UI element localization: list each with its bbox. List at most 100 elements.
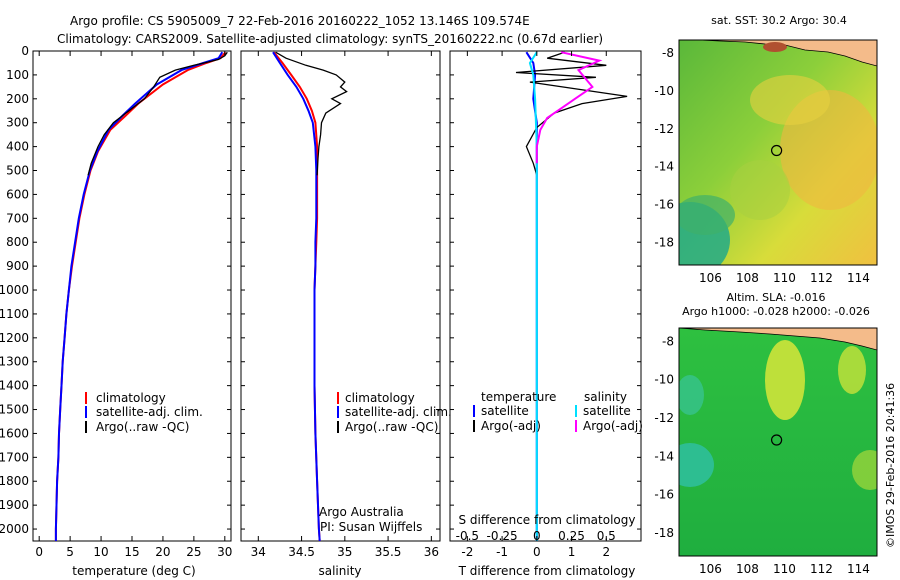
x-tick-label: 0 [35, 545, 43, 559]
salinity-series-1 [272, 51, 321, 541]
y-tick-label: 1600 [0, 426, 29, 440]
land-highlands [763, 42, 787, 52]
y-tick-label: 1300 [0, 355, 29, 369]
s-difference-xlabel: S difference from climatology [459, 513, 636, 527]
temperature-series-2 [87, 51, 228, 176]
temperature-series-1 [54, 51, 224, 541]
pi-label: PI: Susan Wijffels [320, 520, 422, 534]
map-y-tick-label: -16 [654, 488, 674, 502]
legend-label-climatology: climatology [345, 391, 415, 405]
x-tick-label: 1 [568, 545, 576, 559]
map-x-tick-label: 106 [699, 271, 722, 285]
sla-map-field [679, 328, 877, 556]
map-x-tick-label: 112 [810, 271, 833, 285]
legend-label-climatology: climatology [96, 391, 166, 405]
legend-label-t-argo: Argo(-adj) [481, 419, 541, 433]
map-x-tick-label: 106 [699, 562, 722, 576]
map-y-tick-label: -14 [654, 449, 674, 463]
y-tick-label: 1500 [0, 403, 29, 417]
sst-map-title: sat. SST: 30.2 Argo: 30.4 [711, 14, 847, 27]
map-y-tick-label: -12 [654, 122, 674, 136]
x-tick-label: 30 [217, 545, 232, 559]
map-y-tick-label: -18 [654, 526, 674, 540]
legend-header-temperature: temperature [481, 390, 556, 404]
difference-legend: temperature salinity satellite Argo(-adj… [473, 390, 643, 433]
legend-label-satellite: satellite-adj. clim. [345, 405, 452, 419]
y-tick-label: 500 [6, 164, 29, 178]
y-tick-label: 300 [6, 116, 29, 130]
map-y-tick-label: -14 [654, 160, 674, 174]
y-tick-label: 1000 [0, 283, 29, 297]
differences-series-3 [535, 51, 603, 164]
y-tick-label: 1900 [0, 498, 29, 512]
legend-header-salinity: salinity [584, 390, 627, 404]
y-tick-label: 800 [6, 235, 29, 249]
legend-label-argo: Argo(..raw -QC) [96, 420, 189, 434]
t-difference-xlabel: T difference from climatology [458, 564, 636, 578]
x-tick-label: 5 [66, 545, 74, 559]
y-tick-label: 600 [6, 187, 29, 201]
land-java [679, 328, 877, 351]
x-tick-label: 0 [533, 545, 541, 559]
map-y-tick-label: -8 [662, 46, 674, 60]
map-x-tick-label: 108 [736, 562, 759, 576]
map-y-tick-label: -10 [654, 373, 674, 387]
y-tick-label: 1700 [0, 450, 29, 464]
x-tick-label: 34 [251, 545, 266, 559]
salinity-axes [240, 50, 441, 542]
map-y-tick-label: -8 [662, 334, 674, 348]
map-x-tick-label: 110 [773, 562, 796, 576]
x-tick-label: 35.5 [375, 545, 402, 559]
map-y-tick-label: -18 [654, 235, 674, 249]
legend-label-argo: Argo(..raw -QC) [345, 420, 438, 434]
sla-low-patch [679, 443, 714, 487]
y-tick-label: 1400 [0, 379, 29, 393]
x-tick-label: 10 [93, 545, 108, 559]
salinity-legend: climatology satellite-adj. clim. Argo(..… [337, 391, 452, 434]
x-tick-label: 20 [155, 545, 170, 559]
y-tick-label: 200 [6, 92, 29, 106]
argo-location-marker [770, 434, 783, 446]
x2-tick-label: 0.25 [558, 529, 585, 543]
figure-title-line1: Argo profile: CS 5905009_7 22-Feb-2016 2… [70, 14, 530, 28]
x2-tick-label: -0.5 [456, 529, 479, 543]
y-tick-label: 1800 [0, 474, 29, 488]
x-tick-label: 15 [124, 545, 139, 559]
map-y-tick-label: -16 [654, 197, 674, 211]
differences-series-1 [515, 51, 628, 176]
sla-map-subtitle: Argo h1000: -0.028 h2000: -0.026 [682, 305, 870, 318]
salinity-series [272, 51, 348, 541]
difference-series [515, 51, 628, 541]
differences-series-2 [528, 51, 538, 541]
sst-map-frame [678, 39, 878, 266]
legend-label-s-argo: Argo(-adj) [583, 419, 643, 433]
y-tick-label: 1100 [0, 307, 29, 321]
institution-label: Argo Australia [319, 505, 404, 519]
y-tick-label: 400 [6, 140, 29, 154]
y-tick-label: 2000 [0, 522, 29, 536]
x2-tick-label: -0.25 [487, 529, 518, 543]
temperature-axes [32, 50, 232, 542]
sst-warm-patch [750, 75, 830, 125]
x2-tick-label: 0 [533, 529, 541, 543]
sla-map-frame [678, 327, 878, 557]
sla-high-patch [765, 340, 805, 420]
land-java [679, 40, 877, 67]
x-tick-label: 34.5 [288, 545, 315, 559]
salinity-xlabel: salinity [318, 564, 361, 578]
sla-high-patch [838, 346, 866, 394]
x-tick-label: -2 [461, 545, 473, 559]
y-tick-label: 700 [6, 211, 29, 225]
map-x-tick-label: 108 [736, 271, 759, 285]
x2-tick-label: 0.5 [597, 529, 616, 543]
y-tick-label: 0 [21, 44, 29, 58]
map-y-tick-label: -10 [654, 84, 674, 98]
x-tick-label: 2 [602, 545, 610, 559]
y-tick-label: 100 [6, 68, 29, 82]
y-tick-label: 900 [6, 259, 29, 273]
sst-cool-patch [679, 195, 735, 235]
argo-location-marker [770, 144, 783, 157]
x-tick-label: 25 [186, 545, 201, 559]
figure-title-line2: Climatology: CARS2009. Satellite-adjuste… [57, 32, 603, 46]
